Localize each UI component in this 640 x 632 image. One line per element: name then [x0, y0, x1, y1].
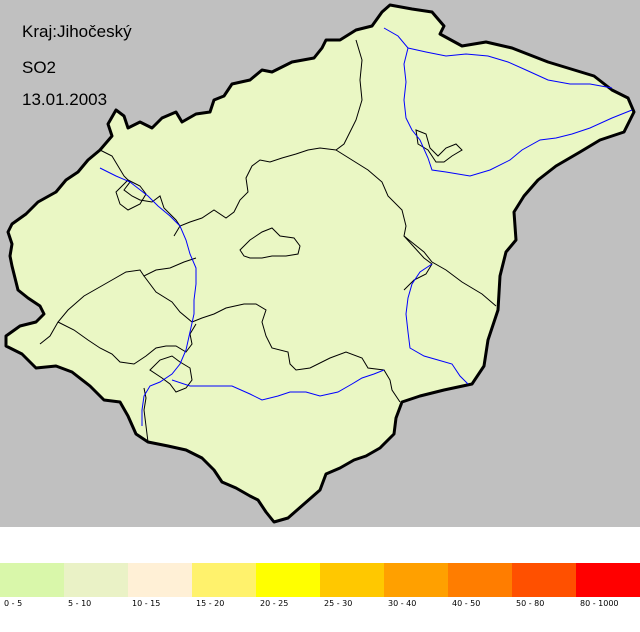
legend-swatch	[64, 563, 128, 597]
legend-swatch	[0, 563, 64, 597]
pollutant-label: SO2	[22, 58, 57, 77]
region-shape	[4, 3, 636, 524]
legend-label: 80 - 1000	[580, 599, 619, 608]
legend-swatch	[384, 563, 448, 597]
legend-label: 50 - 80	[516, 599, 545, 608]
district-borders	[39, 39, 497, 443]
region-label: Kraj:Jihočeský	[22, 22, 132, 41]
legend-swatch	[448, 563, 512, 597]
legend-color-bar	[0, 563, 640, 597]
legend-label: 40 - 50	[452, 599, 481, 608]
legend-swatch	[320, 563, 384, 597]
legend-label: 25 - 30	[324, 599, 353, 608]
date-label: 13.01.2003	[22, 90, 108, 109]
legend-swatch	[576, 563, 640, 597]
legend-label: 0 - 5	[4, 599, 23, 608]
legend-labels: 0 - 5 5 - 10 10 - 15 15 - 20 20 - 25 25 - 30 3…	[0, 599, 640, 613]
legend-label: 15 - 20	[196, 599, 225, 608]
legend-swatch	[192, 563, 256, 597]
map-area	[0, 0, 640, 527]
legend-swatch	[512, 563, 576, 597]
legend-swatch	[128, 563, 192, 597]
legend-label: 20 - 25	[260, 599, 289, 608]
region-map	[4, 3, 636, 524]
rivers	[99, 27, 633, 426]
legend-label: 10 - 15	[132, 599, 161, 608]
legend-swatch	[256, 563, 320, 597]
legend-label: 5 - 10	[68, 599, 92, 608]
legend-label: 30 - 40	[388, 599, 417, 608]
